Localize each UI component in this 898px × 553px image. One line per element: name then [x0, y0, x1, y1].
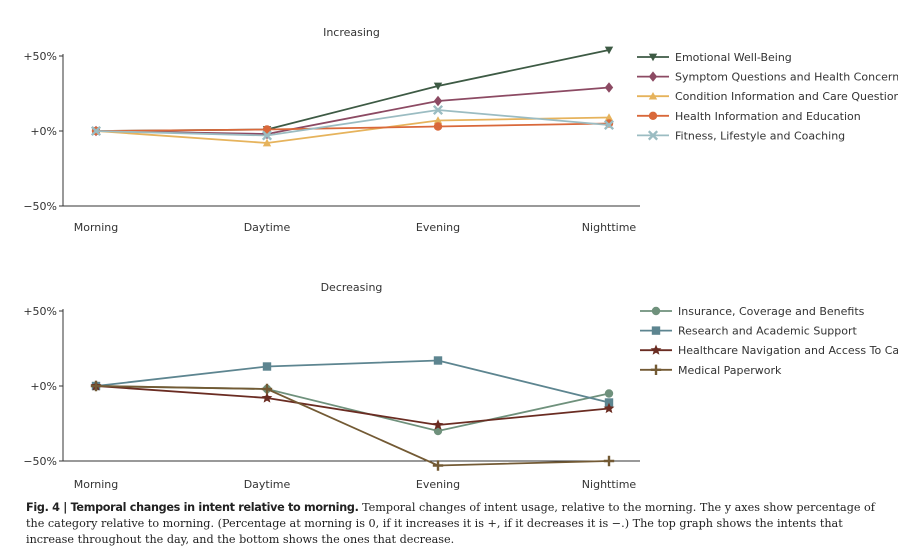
increasing-chart: Increasing +50% +0% −50% Morning Daytime Eveni… [23, 26, 898, 234]
series-line [95, 385, 610, 467]
legend-label: Medical Paperwork [678, 364, 782, 377]
data-point [603, 402, 615, 414]
series-line [95, 109, 610, 137]
data-point [261, 392, 273, 403]
x-tick-label: Morning [74, 478, 119, 491]
legend-marker [651, 306, 661, 316]
data-point [262, 125, 272, 134]
legend-entry: Fitness, Lifestyle and Coaching [637, 129, 845, 142]
legend-marker [648, 92, 658, 100]
data-point [603, 119, 615, 131]
legend-label: Emotional Well-Being [675, 51, 792, 64]
legend-entry: Emotional Well-Being [637, 51, 792, 64]
legend-marker [648, 71, 658, 82]
x-tick-label: Nighttime [582, 478, 637, 491]
series-line [95, 122, 610, 132]
series-line [95, 359, 610, 404]
legend-label: Healthcare Navigation and Access To Care [678, 344, 898, 357]
data-point [432, 104, 444, 116]
series-group [90, 380, 615, 471]
series-line [95, 116, 610, 144]
legend-label: Condition Information and Care Questions [675, 90, 898, 103]
data-point [433, 356, 443, 365]
legend-label: Fitness, Lifestyle and Coaching [675, 129, 845, 142]
legend-label: Symptom Questions and Health Concerns [675, 71, 898, 84]
legend-label: Health Information and Education [675, 110, 861, 123]
series-group [91, 356, 614, 407]
legend-marker [650, 344, 662, 355]
series-group [90, 104, 615, 141]
y-tick-label: +0% [30, 380, 57, 393]
series-line [95, 86, 610, 135]
legend-label: Insurance, Coverage and Benefits [678, 305, 865, 318]
data-point [433, 82, 443, 91]
data-point [432, 419, 444, 430]
y-tick-label: −50% [23, 200, 57, 213]
data-point [603, 455, 615, 467]
data-point [261, 383, 273, 395]
x-tick-label: Daytime [244, 221, 291, 234]
legend-marker [647, 130, 659, 141]
legend-entry: Medical Paperwork [640, 364, 782, 377]
legend-marker [651, 326, 661, 335]
legend-marker [648, 111, 658, 121]
y-tick-label: +50% [23, 305, 57, 318]
data-point [262, 138, 272, 147]
legend-entry: Condition Information and Care Questions [637, 90, 898, 103]
x-tick-label: Morning [74, 221, 119, 234]
legend-entry: Health Information and Education [637, 110, 861, 123]
legend-entry: Research and Academic Support [640, 325, 858, 338]
legend-marker [650, 364, 662, 375]
data-point [433, 116, 443, 124]
legend-entry: Healthcare Navigation and Access To Care [640, 344, 898, 357]
legend-label: Research and Academic Support [678, 325, 858, 338]
data-point [262, 362, 272, 371]
chart-title: Increasing [323, 26, 380, 39]
x-tick-label: Daytime [244, 478, 291, 491]
data-point [432, 460, 444, 471]
y-tick-label: −50% [23, 455, 57, 468]
legend-entry: Insurance, Coverage and Benefits [640, 305, 865, 318]
legend-marker [648, 53, 658, 62]
data-point [604, 113, 614, 121]
data-point [261, 130, 273, 141]
series-line [95, 385, 610, 432]
decreasing-chart: Decreasing +50% +0% −50% Morning Daytime Eveni… [23, 281, 898, 491]
data-point [90, 380, 102, 392]
data-point [604, 389, 614, 398]
x-tick-label: Evening [416, 221, 460, 234]
data-point [433, 95, 443, 107]
legend-entry: Symptom Questions and Health Concerns [637, 71, 898, 84]
caption-label: Fig. 4 | Temporal changes in intent rela… [26, 501, 359, 514]
x-tick-label: Evening [416, 478, 460, 491]
data-point [433, 426, 443, 436]
data-point [433, 122, 443, 131]
data-point [604, 82, 614, 93]
caption-text: Temporal changes of intent usage, relati… [26, 501, 875, 546]
figure-caption: Fig. 4 | Temporal changes in intent rela… [26, 500, 886, 548]
chart-title: Decreasing [321, 281, 383, 294]
y-tick-label: +50% [23, 50, 57, 63]
y-tick-label: +0% [30, 125, 57, 138]
x-tick-label: Nighttime [582, 221, 637, 234]
data-point [604, 398, 614, 407]
data-point [604, 46, 614, 55]
data-point [90, 125, 102, 137]
series-line [95, 385, 610, 426]
